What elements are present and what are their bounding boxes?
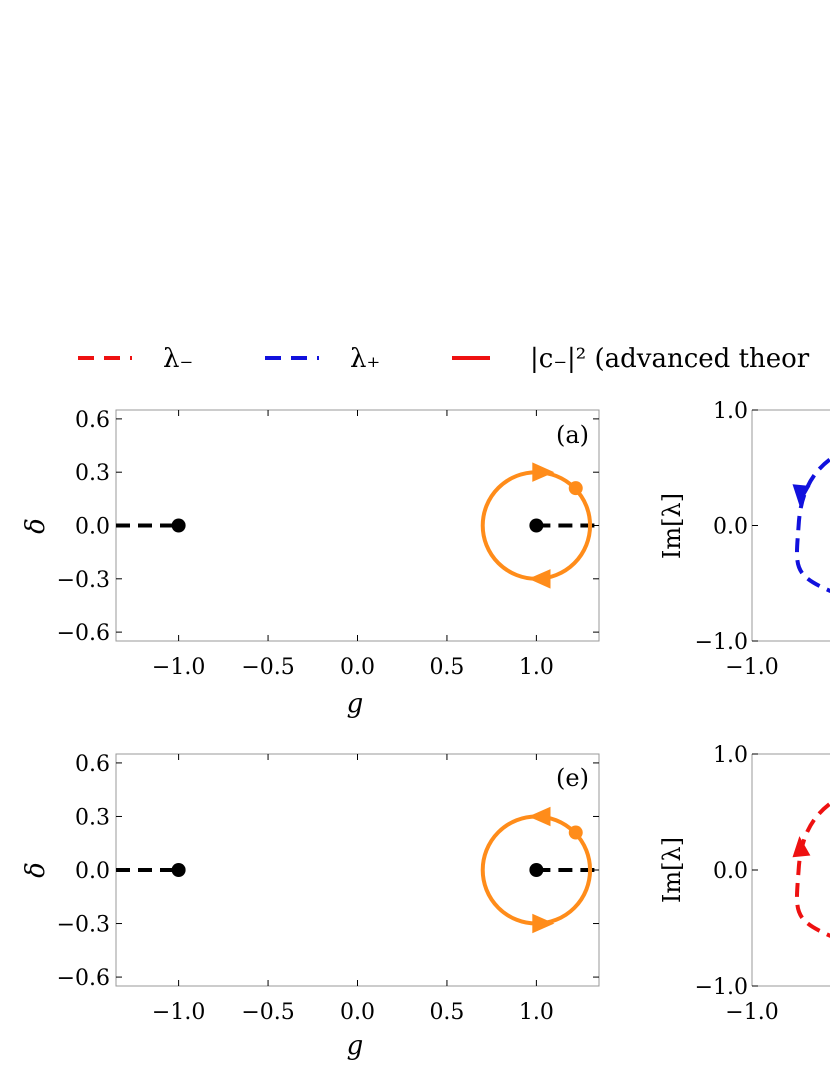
exceptional-point-marker (529, 518, 544, 533)
loop-direction-arrow (532, 913, 555, 934)
y-tick-label: 1.0 (713, 399, 748, 424)
y-tick-label: 0.3 (75, 805, 110, 830)
y-tick-label: −1.0 (695, 975, 748, 1000)
legend-label-lambda-minus: λ₋ (163, 344, 193, 374)
panel-f: 1.0 0.0 −1.0−1.0 Im[λ] (658, 743, 830, 1025)
panel-label: (e) (556, 764, 589, 792)
legend-item-lambda-minus: λ₋ (78, 344, 193, 374)
eigenvalue-trajectory (795, 801, 830, 938)
y-tick-label: 0.6 (75, 408, 110, 433)
plot-marks (792, 457, 830, 594)
legend-item-lambda-plus: λ₊ (265, 344, 380, 374)
exceptional-point-marker (529, 863, 544, 877)
exceptional-point-marker (171, 863, 186, 877)
x-tick-label: 0.0 (340, 655, 375, 680)
x-axis-label: g (347, 689, 364, 719)
loop-direction-arrow (528, 569, 551, 589)
x-tick-label: 1.0 (519, 1000, 554, 1025)
plot-marks (116, 814, 599, 926)
y-tick-label: −0.6 (57, 966, 110, 991)
legend-item-c-minus-squared: |c₋|² (advanced theor (452, 344, 810, 374)
y-tick-label: 0.0 (75, 859, 110, 884)
legend-label-lambda-plus: λ₊ (350, 344, 380, 374)
panel-label: (a) (556, 421, 589, 449)
y-tick-label: −0.6 (57, 621, 110, 646)
y-axis-label: Im[λ] (658, 837, 686, 903)
y-tick-label: −1.0 (695, 630, 748, 655)
panel-b: 1.0 0.0 −1.0−1.0 Im[λ] (658, 399, 830, 680)
panel-e: −1.0 −0.5 0.0 0.5 1.0 0.6 0.3 0.0 −0.3 −0.6 (e) g… (21, 752, 600, 1061)
x-tick-label: −1.0 (725, 1000, 778, 1025)
x-tick-label: 0.5 (429, 655, 464, 680)
y-tick-label: 0.6 (75, 752, 110, 777)
loop-direction-arrow (528, 806, 551, 827)
plot-frame (115, 753, 600, 987)
trajectory-direction-arrow (792, 484, 811, 506)
x-tick-label: −1.0 (152, 1000, 205, 1025)
y-tick-label: −0.3 (57, 568, 110, 593)
tick-layer: 1.0 0.0 −1.0−1.0 (695, 399, 779, 680)
tick-layer: −1.0 −0.5 0.0 0.5 1.0 0.6 0.3 0.0 −0.3 −0.6 (57, 408, 599, 680)
y-axis-label: δ (21, 518, 51, 534)
y-tick-label: 0.0 (713, 859, 748, 884)
marker-layer (171, 462, 583, 589)
tick-layer: −1.0 −0.5 0.0 0.5 1.0 0.6 0.3 0.0 −0.3 −0.6 (57, 752, 599, 1025)
y-axis-label: δ (21, 862, 51, 878)
legend-label-c-minus-squared: |c₋|² (advanced theor (530, 344, 810, 374)
x-tick-label: −1.0 (152, 655, 205, 680)
y-tick-label: −0.3 (57, 913, 110, 938)
x-tick-label: −0.5 (241, 655, 294, 680)
x-tick-label: 0.0 (340, 1000, 375, 1025)
loop-direction-arrow (532, 462, 555, 482)
x-tick-label: 0.5 (429, 1000, 464, 1025)
loop-start-marker (568, 825, 583, 840)
tick-layer: 1.0 0.0 −1.0−1.0 (695, 743, 779, 1025)
panel-a: −1.0 −0.5 0.0 0.5 1.0 0.6 0.3 0.0 −0.3 −0.6 (a) g… (21, 408, 600, 719)
marker-layer (171, 806, 583, 934)
legend: λ₋ λ₊ |c₋|² (advanced theor (78, 344, 810, 374)
y-tick-label: 1.0 (713, 743, 748, 768)
x-axis-label: g (347, 1031, 364, 1061)
x-tick-label: −0.5 (241, 1000, 294, 1025)
y-axis-label: Im[λ] (658, 493, 686, 559)
y-tick-label: 0.3 (75, 461, 110, 486)
eigenvalue-trajectory (795, 457, 830, 594)
loop-start-marker (568, 481, 583, 496)
trajectory-direction-arrow (792, 836, 811, 858)
plot-marks (116, 470, 599, 581)
exceptional-point-marker (171, 518, 186, 533)
y-tick-label: 0.0 (75, 515, 110, 540)
plot-frame (115, 409, 600, 642)
y-tick-label: 0.0 (713, 515, 748, 540)
x-tick-label: 1.0 (519, 655, 554, 680)
plot-marks (792, 801, 830, 938)
x-tick-label: −1.0 (725, 655, 778, 680)
